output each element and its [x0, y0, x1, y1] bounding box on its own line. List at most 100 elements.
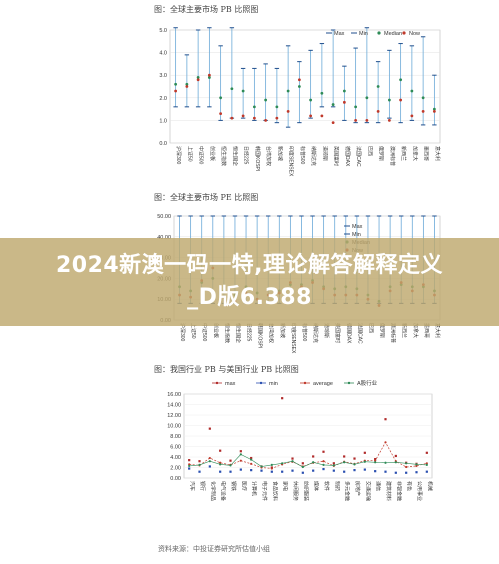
series-point-A股行业 — [188, 464, 191, 468]
x-tick-label: 汽车 — [189, 481, 196, 491]
series-point-min — [188, 467, 191, 470]
x-tick-label: 韩国KOSPI — [257, 323, 264, 348]
series-point-max — [208, 427, 211, 430]
source-note: 资料来源：中投证券研究所估值小组 — [158, 545, 270, 553]
y-tick-label: 3.0 — [159, 73, 167, 79]
x-tick-label: 通信 — [375, 481, 382, 491]
x-tick-label: 日经225 — [243, 146, 250, 165]
y-tick-label: 8.00 — [170, 434, 181, 440]
x-tick-label: 台湾加权 — [265, 146, 272, 166]
now-point — [387, 119, 391, 122]
x-tick-label: 恒生指数 — [220, 146, 227, 166]
series-point-max — [394, 454, 397, 458]
median-point — [410, 89, 414, 93]
y-tick-label: 4.0 — [159, 51, 167, 57]
x-tick-label: 房地产 — [354, 481, 361, 496]
x-tick-label: 媒体 — [313, 481, 320, 491]
now-point — [219, 112, 223, 116]
series-point-A股行业 — [425, 463, 428, 466]
series-point-A股行业 — [384, 461, 387, 464]
series-point-max — [281, 397, 284, 400]
x-tick-label: 德国DAX — [345, 323, 352, 344]
x-tick-label: 电气设备 — [220, 481, 227, 501]
series-point-average — [239, 459, 242, 462]
x-tick-label: 韩国KOSPI — [254, 146, 261, 171]
now-point — [241, 114, 245, 118]
now-point — [230, 116, 234, 120]
banner-text: 2024新澳一码一特,理论解答解释定义 _D版6.388 — [0, 238, 499, 326]
x-tick-label: 俄罗斯 — [379, 323, 386, 338]
y-tick-label: 16.00 — [167, 392, 181, 398]
series-point-A股行业 — [332, 464, 335, 467]
y-tick-label: 14.00 — [167, 403, 181, 409]
series-point-A股行业 — [260, 465, 263, 468]
industry-pb-chart-panel: 图：我国行业 PB 与美国行业 PB 比照图 0.00 2.00 4.00 6.00 8… — [148, 360, 444, 544]
series-point-max — [425, 451, 428, 454]
now-point — [410, 114, 414, 118]
median-point — [275, 105, 279, 109]
series-point-min — [312, 469, 315, 472]
series-point-min — [415, 471, 418, 474]
series-point-min — [425, 470, 428, 473]
x-tick-label: 巴西 — [367, 323, 373, 333]
median-point — [342, 89, 346, 93]
series-point-min — [405, 471, 408, 474]
legend-swatch — [259, 381, 263, 385]
x-tick-label: 计算机 — [251, 481, 258, 496]
series-line-A股行业 — [189, 454, 427, 468]
x-tick-label: 道琼斯 — [321, 146, 328, 161]
now-point — [275, 116, 279, 120]
x-tick-label: 创业板 — [209, 146, 216, 161]
series-point-A股行业 — [281, 462, 284, 465]
x-tick-label: 印度SENSEX — [290, 323, 297, 354]
median-point — [219, 96, 223, 100]
now-point — [399, 98, 403, 102]
legend-swatch — [377, 31, 381, 35]
series-point-max — [374, 458, 377, 461]
median-point — [421, 96, 425, 100]
median-point — [264, 98, 268, 102]
legend-label: Min — [359, 31, 368, 37]
series-point-min — [198, 470, 201, 473]
median-point — [399, 78, 403, 82]
series-point-A股行业 — [208, 460, 211, 463]
series-point-A股行业 — [291, 460, 294, 463]
series-point-A股行业 — [343, 461, 346, 464]
now-point — [354, 119, 358, 122]
pe-chart-title: 图：全球主要市场 PE 比照图 — [154, 193, 259, 202]
legend-label: max — [225, 381, 236, 387]
y-tick-label: 12.00 — [167, 413, 181, 419]
series-point-max — [229, 459, 232, 462]
industry-pb-chart-title: 图：我国行业 PB 与美国行业 PB 比照图 — [154, 365, 299, 374]
x-tick-label: 软件 — [323, 481, 330, 491]
series-point-max — [343, 455, 346, 458]
series-point-min — [353, 469, 356, 472]
series-point-A股行业 — [229, 464, 232, 467]
x-tick-label: 中证500 — [201, 323, 208, 342]
legend-label: min — [269, 381, 278, 387]
now-point — [320, 114, 324, 118]
legend-swatch — [215, 381, 219, 385]
x-tick-label: 非银金融 — [395, 481, 402, 501]
legend-label: A股行业 — [357, 379, 378, 387]
x-tick-label: 标普500 — [301, 323, 308, 342]
x-tick-label: 法国CAC — [355, 146, 362, 167]
legend-label: Min — [352, 232, 361, 238]
x-tick-label: 俄罗斯 — [378, 146, 385, 161]
series-point-average — [219, 461, 222, 464]
x-tick-label: 台湾加权 — [268, 323, 275, 343]
series-point-max — [384, 418, 387, 421]
series-point-A股行业 — [415, 463, 418, 466]
series-point-max — [239, 450, 242, 453]
x-tick-label: 纳斯达克 — [310, 146, 317, 166]
x-tick-label: 恒生国企 — [231, 146, 238, 166]
y-tick-label: 10.00 — [167, 424, 181, 430]
x-tick-label: 钢铁 — [230, 481, 237, 491]
series-point-A股行业 — [301, 465, 304, 469]
series-point-min — [384, 470, 387, 473]
x-tick-label: 意大利 — [434, 323, 441, 338]
series-point-min — [301, 471, 304, 474]
x-tick-label: 交通运输 — [364, 481, 371, 501]
x-tick-label: 沪深300 — [175, 146, 182, 165]
now-point — [286, 109, 290, 113]
